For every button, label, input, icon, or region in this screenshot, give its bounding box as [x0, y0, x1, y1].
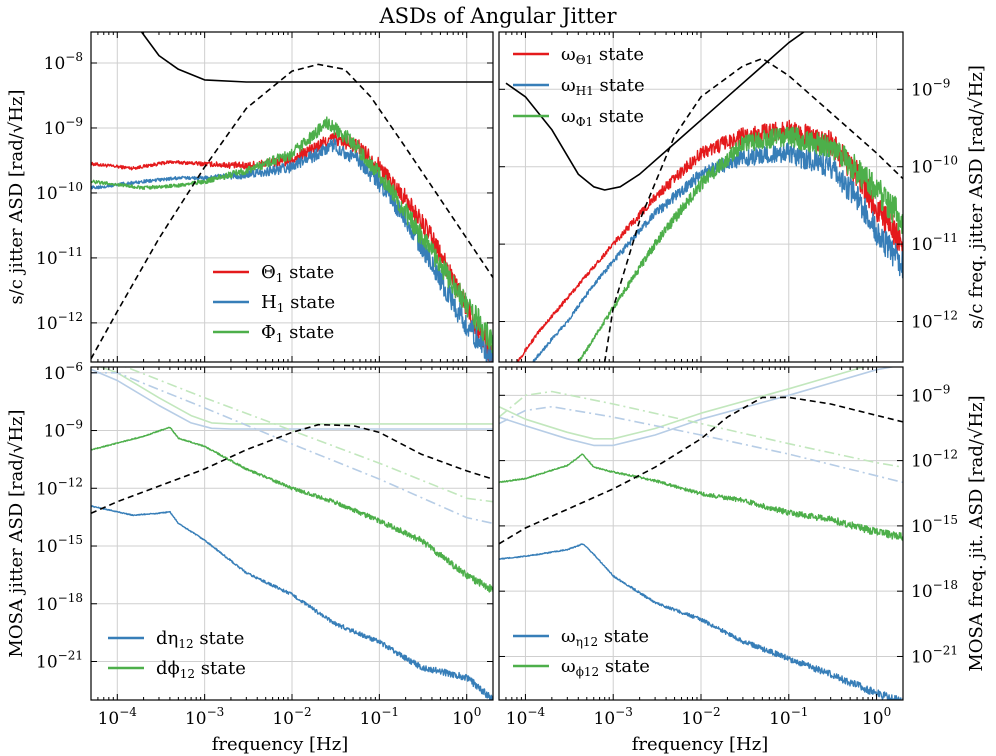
x-axis-label-left: frequency [Hz]	[212, 734, 348, 755]
series-line-solid-black	[140, 32, 493, 83]
y-axis-label: s/c jitter ASD [rad/√Hz]	[6, 90, 27, 305]
y-tick-label: 10−6	[44, 360, 83, 384]
series-group	[505, 32, 903, 362]
series-line-data	[499, 543, 903, 700]
figure-title: ASDs of Angular Jitter	[378, 4, 617, 28]
x-tick-label: 10−1	[769, 705, 808, 729]
x-tick-label: 100	[452, 705, 481, 729]
y-tick-label: 10−9	[44, 418, 83, 442]
panel-top-left: 10−8 10−9 10−10 10−11 10−12 s/c jitter ASD [r…	[6, 31, 494, 363]
series-line-solid-light_blue	[499, 367, 896, 447]
x-axis-label-right: frequency [Hz]	[632, 734, 768, 755]
series-line-data	[91, 505, 493, 700]
y-tick-label: 10−21	[36, 649, 83, 673]
series-line-data	[91, 426, 493, 593]
y-axis-label: s/c freq. jitter ASD [rad/√Hz]	[966, 65, 987, 329]
series-line-data	[91, 138, 493, 362]
y-tick-label: 10−10	[911, 154, 958, 178]
y-tick-label: 10−15	[36, 533, 83, 557]
y-tick-label: 10−11	[36, 245, 83, 269]
legend-label: ωΦ1 state	[561, 106, 644, 129]
legend-label: H1 state	[261, 292, 335, 315]
legend-label: ωη12 state	[561, 626, 649, 649]
series-line-dashed-black	[603, 57, 903, 362]
series-group	[499, 367, 903, 700]
panel-bottom-right: 10−4 10−3 10−2 10−1 100 10−9 10−12 10−15 10−18 10…	[498, 366, 987, 729]
panel-top-right: 10−9 10−10 10−11 10−12 s/c freq. jitter ASD …	[498, 31, 987, 363]
y-tick-label: 10−12	[36, 475, 83, 499]
series-line-solid-light_blue	[91, 368, 493, 430]
y-tick-label: 10−15	[911, 513, 958, 537]
x-tick-label: 10−1	[360, 705, 399, 729]
series-line-dashdot-light_green	[123, 367, 493, 503]
x-tick-label: 10−3	[594, 705, 633, 729]
series-line-solid-black	[505, 32, 806, 191]
y-tick-label: 10−18	[911, 578, 958, 602]
series-line-dashed-black	[91, 63, 493, 360]
y-tick-label: 10−18	[36, 591, 83, 615]
y-tick-label: 10−12	[36, 310, 83, 334]
y-tick-label: 10−10	[36, 180, 83, 204]
panel-bottom-left: 10−4 10−3 10−2 10−1 100 10−6 10−9 10−12 10−15 10−…	[6, 360, 494, 729]
legend-label: Θ1 state	[261, 262, 334, 285]
y-axis-label: MOSA freq. jit. ASD [rad/√Hz]	[966, 395, 987, 671]
legend-label: dϕ12 state	[156, 658, 246, 681]
x-tick-label: 10−4	[506, 705, 546, 729]
series-line-solid-light_green	[499, 367, 867, 440]
series-line-data	[499, 453, 903, 542]
series-group	[91, 32, 493, 362]
legend: ωη12 state ωϕ12 state	[513, 626, 650, 679]
panels-group: 10−8 10−9 10−10 10−11 10−12 s/c jitter ASD [r…	[6, 31, 987, 729]
x-tick-label: 10−2	[681, 705, 720, 729]
y-tick-label: 10−9	[44, 115, 83, 139]
x-tick-label: 10−3	[185, 705, 224, 729]
series-line-dashdot-light_green	[499, 390, 903, 468]
series-line-data	[91, 116, 493, 354]
y-tick-label: 10−9	[911, 76, 950, 100]
legend-label: ωΘ1 state	[561, 44, 644, 67]
x-tick-label: 100	[862, 705, 891, 729]
legend-label: Φ1 state	[261, 322, 334, 345]
series-line-dashdot-light_blue	[499, 405, 903, 484]
legend: dη12 state dϕ12 state	[108, 628, 246, 681]
legend-label: ωϕ12 state	[561, 656, 650, 679]
y-tick-label: 10−8	[44, 50, 83, 74]
series-line-data	[577, 126, 903, 362]
legend: ωΘ1 state ωH1 state ωΦ1 state	[513, 44, 645, 129]
series-line-dashed-black	[499, 396, 903, 545]
y-tick-label: 10−9	[911, 382, 950, 406]
x-tick-label: 10−2	[272, 705, 311, 729]
y-tick-label: 10−21	[911, 643, 958, 667]
series-line-dashed-black	[91, 423, 493, 515]
y-tick-label: 10−12	[911, 448, 958, 472]
x-tick-label: 10−4	[98, 705, 138, 729]
y-tick-label: 10−12	[911, 309, 958, 333]
y-tick-label: 10−11	[911, 231, 958, 255]
legend-label: ωH1 state	[561, 75, 645, 98]
legend-label: dη12 state	[156, 628, 244, 651]
legend: Θ1 state H1 state Φ1 state	[213, 262, 335, 345]
y-axis-label: MOSA jitter ASD [rad/√Hz]	[6, 409, 27, 657]
